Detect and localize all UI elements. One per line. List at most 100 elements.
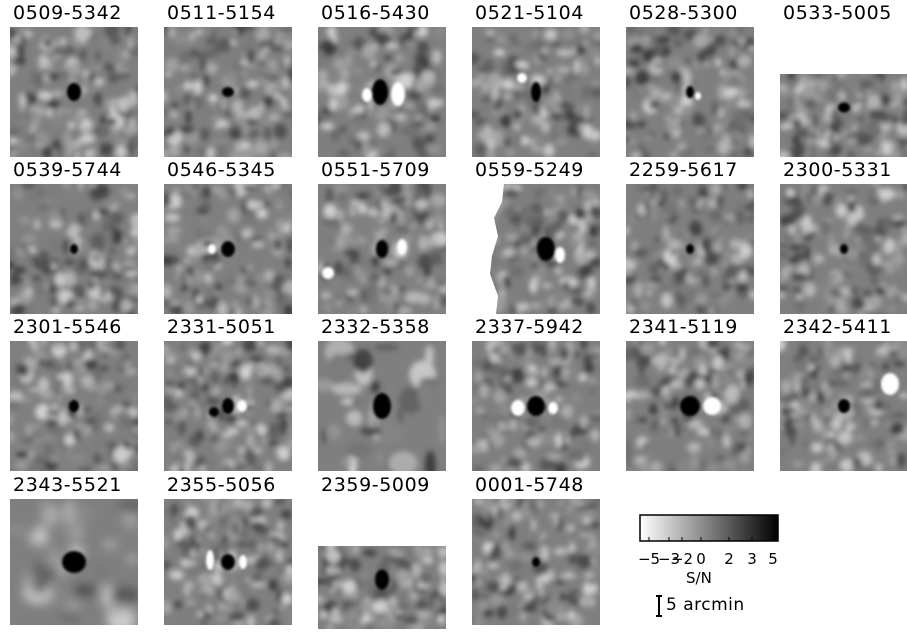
sn-map <box>10 499 138 625</box>
panel-title: 0521-5104 <box>475 2 584 24</box>
panel-2341-5119: 2341-5119 <box>626 316 776 475</box>
sz-decrement <box>69 400 79 412</box>
panel-title: 2331-5051 <box>167 316 276 338</box>
sn-map <box>164 184 292 314</box>
colorbar-tick-label: 5 <box>768 550 778 568</box>
sn-map <box>10 27 138 157</box>
sz-decrement <box>686 244 694 254</box>
bright-source <box>517 73 527 83</box>
sn-map <box>626 184 754 314</box>
sz-decrement <box>70 244 78 254</box>
sz-decrement <box>686 86 694 98</box>
sn-map <box>318 341 446 471</box>
panel-2332-5358: 2332-5358 <box>318 316 468 475</box>
sn-map <box>318 546 446 629</box>
sn-map <box>626 27 754 157</box>
panel-title: 0559-5249 <box>475 159 584 181</box>
panel-0546-5345: 0546-5345 <box>164 159 314 318</box>
sz-decrement <box>221 241 235 257</box>
panel-title: 0511-5154 <box>167 2 276 24</box>
panel-0551-5709: 0551-5709 <box>318 159 468 318</box>
colorbar-tick-label: −3 <box>657 550 681 568</box>
panel-title: 2342-5411 <box>783 316 892 338</box>
bright-source <box>239 555 247 569</box>
panel-title: 2300-5331 <box>783 159 892 181</box>
panel-2259-5617: 2259-5617 <box>626 159 776 318</box>
panel-title: 2301-5546 <box>13 316 122 338</box>
panel-2342-5411: 2342-5411 <box>780 316 907 475</box>
sn-map <box>626 341 754 471</box>
panel-2355-5056: 2355-5056 <box>164 474 314 633</box>
panel-0511-5154: 0511-5154 <box>164 2 314 161</box>
sn-map <box>780 184 907 314</box>
bright-source <box>206 550 214 570</box>
panel-title: 0546-5345 <box>167 159 276 181</box>
sz-decrement <box>222 87 234 97</box>
sz-decrement <box>373 393 391 419</box>
sz-decrement <box>209 407 219 417</box>
scale-bar: 5 arcmin <box>655 594 775 618</box>
bright-source <box>703 397 721 415</box>
panel-2343-5521: 2343-5521 <box>10 474 160 633</box>
sz-decrement <box>62 551 86 573</box>
sn-map <box>472 499 600 625</box>
colorbar <box>628 512 798 548</box>
sz-decrement <box>537 237 555 261</box>
sz-decrement <box>376 240 388 258</box>
panel-title: 0509-5342 <box>13 2 122 24</box>
colorbar-label: S/N <box>686 569 712 587</box>
bright-source <box>695 92 701 100</box>
sn-map <box>318 184 446 314</box>
panel-2301-5546: 2301-5546 <box>10 316 160 475</box>
panel-title: 2259-5617 <box>629 159 738 181</box>
panel-title: 2355-5056 <box>167 474 276 496</box>
colorbar-tick-label: −5 <box>637 550 661 568</box>
bright-source <box>237 400 247 412</box>
panel-title: 0533-5005 <box>783 2 892 24</box>
scale-bar-label: 5 arcmin <box>666 595 745 615</box>
bright-source <box>397 239 407 255</box>
sn-map <box>780 74 907 157</box>
panel-title: 2332-5358 <box>321 316 430 338</box>
colorbar-gradient <box>639 514 779 542</box>
sn-map <box>10 184 138 314</box>
sz-decrement <box>222 398 234 414</box>
colorbar-tick-label: −2 <box>670 550 694 568</box>
sn-map <box>472 341 600 471</box>
panel-0528-5300: 0528-5300 <box>626 2 776 161</box>
panel-2359-5009: 2359-5009 <box>318 474 468 633</box>
panel-0539-5744: 0539-5744 <box>10 159 160 318</box>
sz-decrement <box>531 82 541 102</box>
panel-title: 0551-5709 <box>321 159 430 181</box>
bright-source <box>548 402 558 414</box>
colorbar-tick-label: 0 <box>696 550 706 568</box>
colorbar-tick-label: 2 <box>724 550 734 568</box>
sn-map <box>10 341 138 471</box>
bright-source <box>208 244 216 254</box>
sz-decrement <box>221 554 235 570</box>
panel-2331-5051: 2331-5051 <box>164 316 314 475</box>
sz-decrement <box>527 396 545 416</box>
bright-source <box>322 267 334 279</box>
sz-decrement <box>67 83 81 101</box>
bright-source <box>511 400 525 416</box>
panel-0559-5249: 0559-5249 <box>472 159 622 318</box>
sz-decrement <box>372 79 388 105</box>
colorbar-tick-label: 3 <box>747 550 757 568</box>
panel-title: 0516-5430 <box>321 2 430 24</box>
sz-decrement <box>375 569 389 590</box>
bright-source <box>555 247 565 263</box>
colorbar-panel: −5 −3 −2 0 2 3 5 S/N <box>628 512 798 622</box>
panel-0509-5342: 0509-5342 <box>10 2 160 161</box>
sz-decrement <box>838 399 850 413</box>
sn-map <box>318 27 446 157</box>
sz-decrement <box>838 102 850 113</box>
sn-map <box>780 341 907 471</box>
panel-title: 2343-5521 <box>13 474 122 496</box>
panel-title: 2359-5009 <box>321 474 430 496</box>
panel-title: 2337-5942 <box>475 316 584 338</box>
sn-map <box>472 184 600 314</box>
sz-decrement <box>840 244 848 254</box>
panel-title: 0528-5300 <box>629 2 738 24</box>
